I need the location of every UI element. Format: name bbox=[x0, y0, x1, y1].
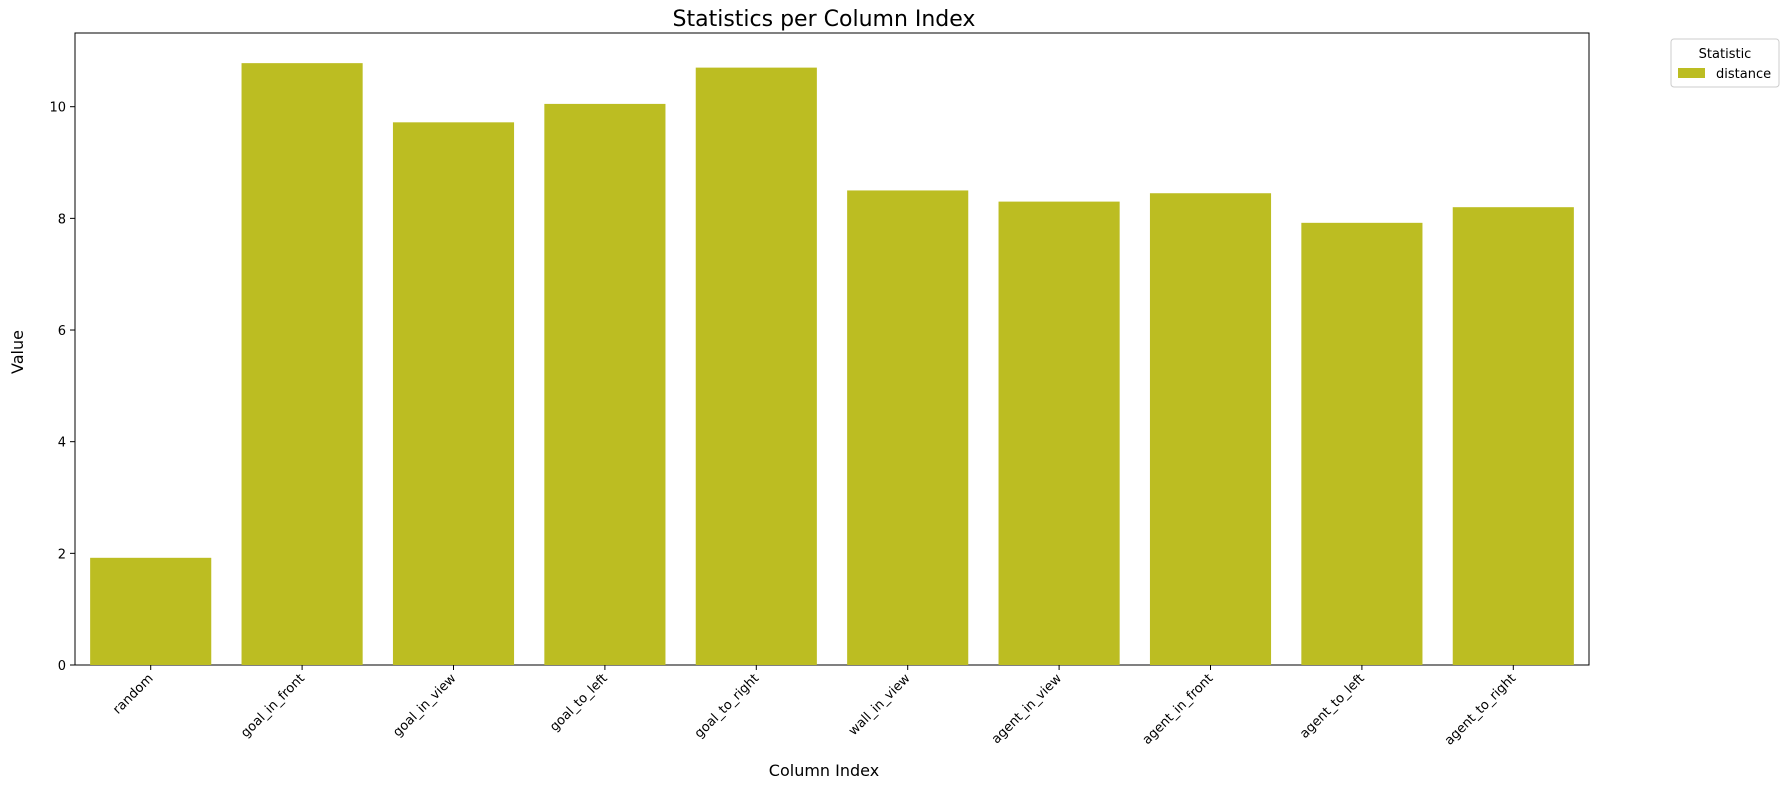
legend: Statistic distance bbox=[1670, 38, 1780, 88]
bar-goal_to_right bbox=[695, 67, 817, 665]
plot-frame bbox=[74, 32, 1590, 666]
bar-agent_in_front bbox=[1149, 193, 1272, 665]
x-tick-label: goal_in_front bbox=[238, 671, 308, 741]
y-axis: 0 2 4 6 8 10 bbox=[49, 101, 75, 674]
y-tick-label: 10 bbox=[49, 101, 66, 116]
legend-title: Statistic bbox=[1699, 47, 1752, 62]
x-tick-label: wall_in_view bbox=[846, 671, 914, 739]
y-tick-label: 2 bbox=[58, 547, 66, 562]
x-tick-label: goal_in_view bbox=[390, 671, 459, 740]
x-tick-label: random bbox=[110, 671, 156, 717]
bar-agent_to_left bbox=[1301, 222, 1423, 666]
bar-agent_in_view bbox=[998, 201, 1120, 665]
chart-title: Statistics per Column Index bbox=[673, 7, 976, 32]
y-axis-label: Value bbox=[8, 330, 27, 374]
x-axis: random goal_in_front goal_in_view goal_to_l… bbox=[110, 665, 1519, 748]
x-axis-label: Column Index bbox=[769, 761, 879, 780]
bar-goal_to_left bbox=[544, 103, 666, 665]
y-tick-label: 4 bbox=[58, 436, 66, 451]
x-tick-label: agent_in_view bbox=[989, 671, 1065, 747]
y-tick-label: 8 bbox=[58, 212, 66, 227]
bar-wall_in_view bbox=[847, 190, 969, 665]
legend-label-distance: distance bbox=[1716, 67, 1771, 82]
bars bbox=[90, 63, 1574, 666]
x-tick-label: agent_to_left bbox=[1297, 671, 1367, 741]
x-tick-label: goal_to_left bbox=[547, 671, 611, 735]
y-tick-label: 0 bbox=[58, 659, 66, 674]
legend-swatch-distance bbox=[1678, 68, 1705, 78]
bar-agent_to_right bbox=[1452, 207, 1574, 666]
bar-random bbox=[90, 557, 212, 665]
y-tick-label: 6 bbox=[58, 324, 66, 339]
x-tick-label: agent_to_right bbox=[1442, 671, 1519, 748]
plot-area bbox=[74, 32, 1590, 666]
bar-goal_in_view bbox=[392, 122, 515, 666]
bar-goal_in_front bbox=[241, 63, 363, 665]
x-tick-label: goal_to_right bbox=[692, 671, 762, 741]
x-tick-label: agent_in_front bbox=[1140, 671, 1217, 748]
